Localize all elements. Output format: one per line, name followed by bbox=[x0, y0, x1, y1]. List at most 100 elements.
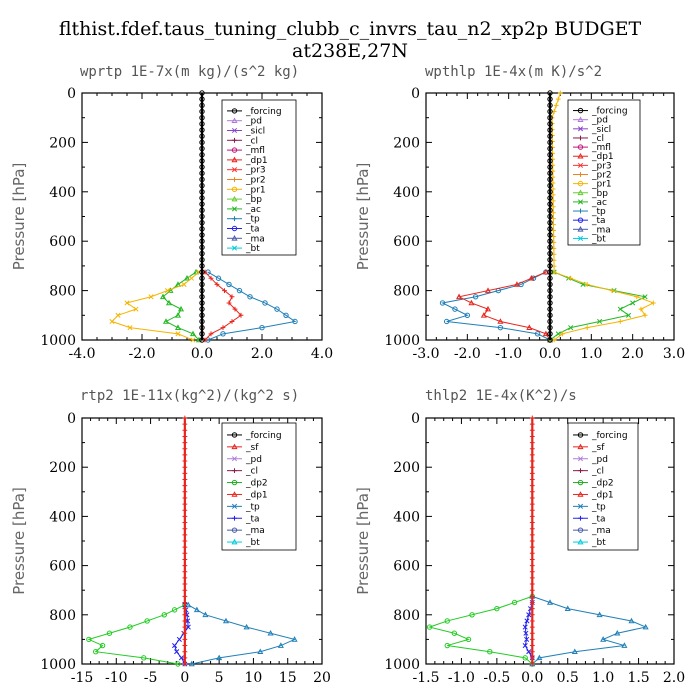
legend-label: _ta bbox=[591, 514, 606, 524]
legend-label: _tp bbox=[245, 502, 260, 512]
data-point bbox=[497, 318, 504, 324]
data-point bbox=[247, 294, 253, 300]
legend-marker bbox=[231, 491, 238, 497]
legend-label: _tp bbox=[245, 215, 260, 225]
data-point bbox=[220, 325, 226, 331]
data-point bbox=[560, 331, 565, 337]
legend-label: _pd bbox=[591, 116, 608, 126]
data-point bbox=[182, 550, 188, 556]
data-point bbox=[208, 331, 214, 337]
data-point bbox=[529, 452, 535, 458]
x-tick-label: 3.0 bbox=[663, 346, 685, 362]
data-point bbox=[529, 630, 535, 636]
data-point bbox=[220, 331, 226, 337]
legend-label: _cl bbox=[245, 467, 258, 477]
legend-marker bbox=[578, 172, 583, 177]
data-point bbox=[529, 649, 535, 655]
data-point bbox=[182, 514, 188, 519]
data-point bbox=[174, 649, 180, 655]
legend-marker bbox=[578, 515, 583, 521]
data-point bbox=[182, 643, 188, 648]
data-point bbox=[547, 281, 553, 288]
data-point bbox=[529, 563, 535, 568]
legend-label: _sicl bbox=[591, 125, 611, 135]
data-point bbox=[199, 300, 205, 306]
data-point bbox=[547, 294, 553, 300]
data-point bbox=[529, 415, 535, 421]
data-point bbox=[199, 324, 205, 331]
data-point bbox=[199, 139, 205, 146]
legend-label: _forcing bbox=[245, 431, 282, 441]
series-line bbox=[87, 604, 186, 665]
data-point bbox=[229, 294, 235, 300]
series-forcing bbox=[529, 415, 535, 667]
data-point bbox=[185, 618, 191, 624]
data-point bbox=[192, 268, 200, 275]
data-point bbox=[99, 642, 106, 649]
data-point bbox=[199, 244, 205, 251]
series-line bbox=[162, 271, 200, 341]
data-point bbox=[182, 507, 188, 513]
data-point bbox=[550, 192, 556, 198]
data-point bbox=[182, 538, 188, 544]
data-point bbox=[199, 96, 205, 102]
data-point bbox=[199, 201, 205, 207]
data-point bbox=[199, 182, 205, 189]
data-point bbox=[547, 189, 553, 195]
data-point bbox=[226, 281, 232, 288]
data-point bbox=[214, 282, 220, 287]
data-point bbox=[529, 501, 535, 507]
data-point bbox=[494, 605, 500, 612]
legend-label: _pr1 bbox=[245, 185, 266, 195]
data-point bbox=[199, 331, 205, 337]
data-point bbox=[547, 127, 553, 133]
data-point bbox=[182, 440, 188, 445]
data-point bbox=[547, 287, 553, 294]
data-point bbox=[529, 489, 535, 495]
data-point bbox=[547, 96, 553, 102]
x-tick-label: 2.0 bbox=[663, 670, 685, 686]
series-line bbox=[207, 271, 297, 341]
data-point bbox=[199, 219, 205, 226]
y-tick-label: 200 bbox=[49, 135, 76, 151]
y-tick-label: 400 bbox=[393, 185, 420, 201]
data-point bbox=[557, 90, 563, 96]
legend-marker bbox=[232, 468, 237, 474]
legend-marker bbox=[577, 503, 584, 509]
x-tick-label: 0.0 bbox=[191, 346, 213, 362]
data-point bbox=[182, 606, 188, 612]
data-point bbox=[208, 275, 214, 281]
data-point bbox=[274, 306, 280, 312]
data-point bbox=[257, 648, 264, 654]
data-point bbox=[426, 624, 433, 630]
x-tick-label: 20 bbox=[313, 670, 331, 686]
legend-label: _mfl bbox=[245, 146, 265, 156]
data-point bbox=[529, 606, 535, 612]
data-point bbox=[547, 318, 553, 325]
x-tick-label: 5 bbox=[215, 670, 224, 686]
x-tick-label: 0 bbox=[180, 670, 189, 686]
legend-label: _pr2 bbox=[591, 171, 612, 181]
data-point bbox=[182, 661, 188, 667]
data-point bbox=[283, 312, 289, 318]
data-point bbox=[444, 642, 450, 649]
legend-marker bbox=[232, 177, 237, 182]
series-tp bbox=[205, 269, 298, 343]
legend-marker bbox=[231, 245, 238, 251]
legend-label: _tp bbox=[591, 502, 606, 512]
data-point bbox=[183, 275, 191, 281]
data-point bbox=[182, 526, 188, 532]
data-point bbox=[522, 642, 528, 649]
legend-marker bbox=[577, 180, 584, 187]
data-point bbox=[199, 232, 205, 238]
legend-label: _pd bbox=[245, 455, 262, 465]
data-point bbox=[199, 108, 205, 115]
data-point bbox=[529, 593, 535, 599]
data-point bbox=[584, 282, 590, 287]
data-point bbox=[547, 195, 553, 201]
data-point bbox=[259, 324, 265, 331]
series-tp bbox=[529, 593, 649, 667]
legend-label: _ta bbox=[245, 514, 260, 524]
data-point bbox=[621, 642, 628, 648]
data-point bbox=[650, 300, 656, 306]
